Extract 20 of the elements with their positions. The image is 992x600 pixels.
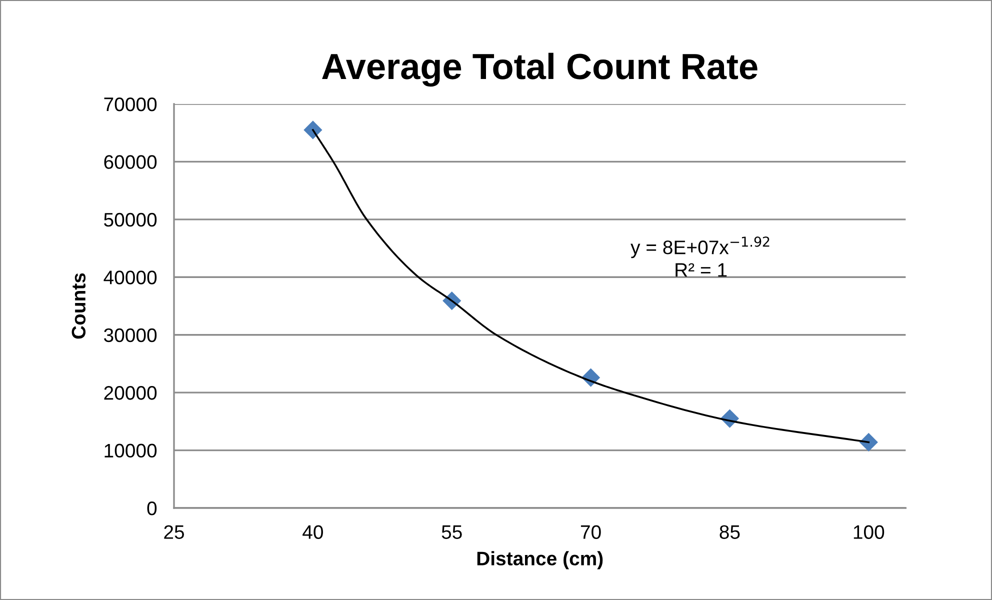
x-tick-label: 100 (854, 525, 884, 539)
y-tick-label: 10000 (104, 444, 157, 458)
y-tick-label: 30000 (104, 328, 157, 342)
x-tick-label: 40 (302, 525, 323, 539)
chart-title: Average Total Count Rate (322, 52, 758, 87)
y-axis-title: Counts (72, 273, 86, 339)
y-tick-label: 0 (147, 501, 157, 516)
point (304, 120, 322, 140)
y-tick-label: 70000 (104, 97, 157, 112)
x-tick-label: 70 (580, 525, 601, 539)
y-tick-label: 20000 (104, 386, 157, 400)
y-tick-label: 40000 (104, 270, 157, 284)
x-axis-title: Distance (cm) (477, 551, 603, 570)
y-tick-label: 50000 (104, 212, 157, 227)
x-tick-label: 25 (164, 525, 184, 539)
x-tick-label: 55 (442, 525, 462, 539)
x-tick-label: 85 (720, 525, 740, 539)
annotation: y = 8E+07x$^{−1.92}$ (630, 236, 770, 258)
annotation: R² = 1 (676, 263, 727, 277)
y-tick-label: 60000 (104, 155, 157, 169)
